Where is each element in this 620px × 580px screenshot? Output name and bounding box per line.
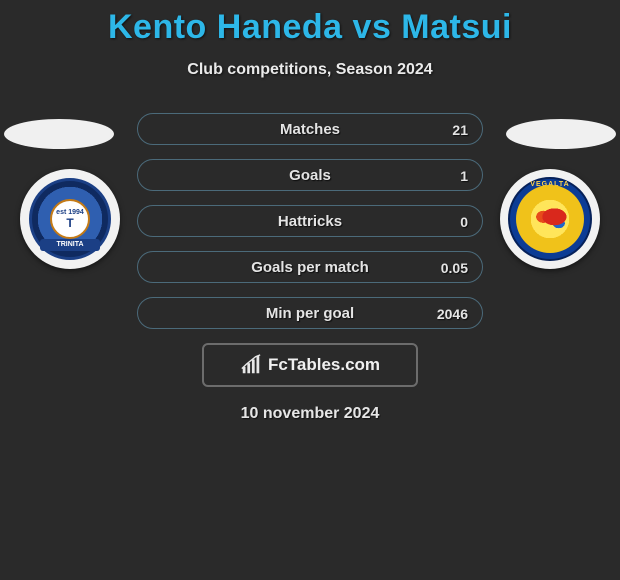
stat-value: 0 bbox=[460, 206, 468, 236]
page-title: Kento Haneda vs Matsui bbox=[0, 0, 620, 47]
stat-row-min-per-goal: Min per goal 2046 bbox=[137, 297, 483, 329]
stat-row-goals-per-match: Goals per match 0.05 bbox=[137, 251, 483, 283]
crest-left-est: est 1994 bbox=[56, 209, 84, 216]
stat-label: Hattricks bbox=[138, 206, 482, 236]
stat-row-goals: Goals 1 bbox=[137, 159, 483, 191]
subtitle: Club competitions, Season 2024 bbox=[0, 47, 620, 79]
brand-link[interactable]: FcTables.com bbox=[202, 343, 418, 387]
club-badge-right: VEGALTA bbox=[500, 169, 600, 269]
vegalta-crest-icon: VEGALTA bbox=[508, 177, 592, 261]
stat-value: 1 bbox=[460, 160, 468, 190]
player-left-oval bbox=[4, 119, 114, 149]
date-line: 10 november 2024 bbox=[0, 405, 620, 423]
stats-list: Matches 21 Goals 1 Hattricks 0 Goals per… bbox=[137, 113, 483, 329]
stat-row-matches: Matches 21 bbox=[137, 113, 483, 145]
oita-crest-icon: est 1994 T TRINITA bbox=[29, 178, 111, 260]
stat-label: Goals per match bbox=[138, 252, 482, 282]
club-badge-left: est 1994 T TRINITA bbox=[20, 169, 120, 269]
crest-left-initial: T bbox=[66, 216, 73, 230]
stat-value: 21 bbox=[452, 114, 468, 144]
stat-value: 2046 bbox=[437, 298, 468, 328]
brand-text: FcTables.com bbox=[268, 355, 380, 375]
bar-chart-icon bbox=[240, 354, 262, 376]
stat-row-hattricks: Hattricks 0 bbox=[137, 205, 483, 237]
comparison-panel: est 1994 T TRINITA VEGALTA Matches 21 Go… bbox=[0, 113, 620, 423]
stat-value: 0.05 bbox=[441, 252, 468, 282]
stat-label: Min per goal bbox=[138, 298, 482, 328]
player-right-oval bbox=[506, 119, 616, 149]
stat-label: Goals bbox=[138, 160, 482, 190]
crest-left-name: TRINITA bbox=[40, 239, 100, 251]
stat-label: Matches bbox=[138, 114, 482, 144]
